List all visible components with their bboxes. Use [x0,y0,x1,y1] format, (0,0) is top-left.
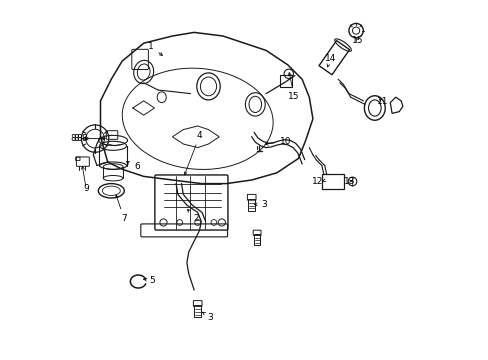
Text: 9: 9 [83,184,89,193]
Text: 4: 4 [184,131,202,175]
Text: 10: 10 [265,137,291,146]
Text: 15: 15 [288,73,299,101]
Text: 8: 8 [81,134,87,143]
Text: 12: 12 [311,177,322,186]
Text: 1: 1 [148,42,162,55]
Text: 8: 8 [76,134,81,143]
Text: 13: 13 [343,177,354,186]
Text: 7: 7 [116,195,127,223]
Text: 3: 3 [254,199,267,209]
Text: 14: 14 [324,54,335,67]
Text: 3: 3 [202,312,213,322]
Text: 5: 5 [143,276,155,285]
Text: 8: 8 [73,134,79,143]
Text: 2: 2 [187,210,199,223]
Text: 11: 11 [376,97,387,106]
Text: 15: 15 [351,36,363,45]
Text: 8: 8 [70,134,76,143]
Text: 6: 6 [126,162,140,171]
